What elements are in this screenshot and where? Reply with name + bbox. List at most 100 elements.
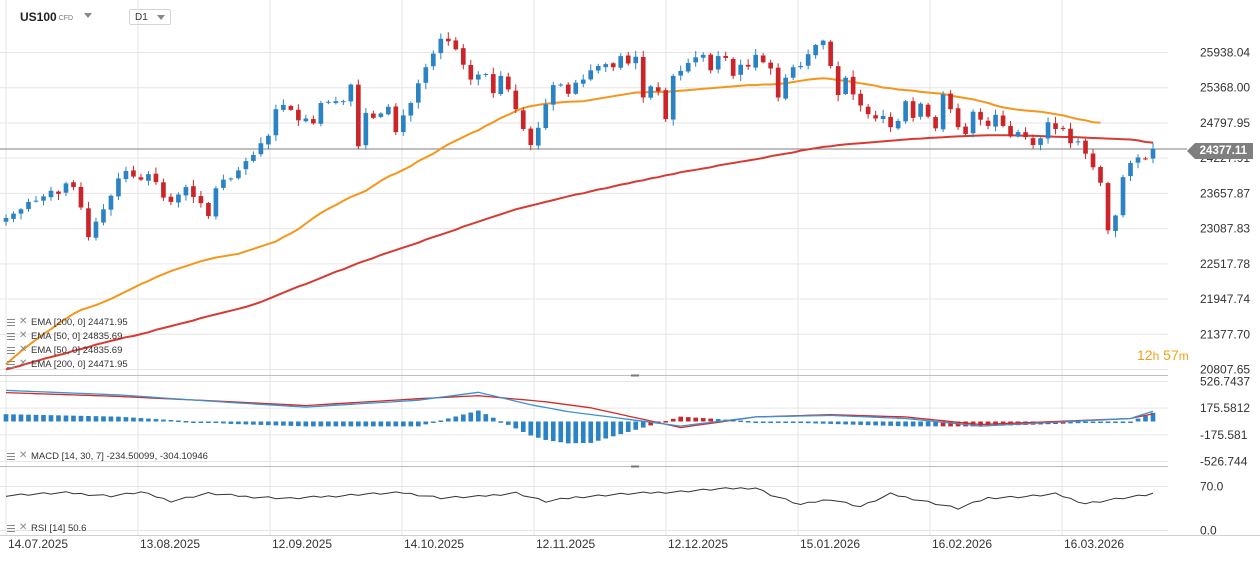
macd-histogram-bar — [468, 412, 474, 422]
candle-down — [1053, 123, 1058, 129]
timeframe-select[interactable]: D1 — [129, 9, 171, 25]
macd-histogram-bar — [153, 419, 159, 422]
candle-up — [618, 56, 624, 68]
close-icon[interactable]: ✕ — [19, 316, 28, 327]
macd-histogram-bar — [138, 418, 144, 422]
candle-up — [1015, 132, 1021, 137]
macd-histogram-bar — [41, 415, 46, 422]
candle-up — [588, 70, 594, 80]
settings-icon[interactable] — [6, 452, 17, 461]
candle-up — [251, 154, 256, 161]
macd-histogram-bar — [1113, 421, 1118, 423]
macd-histogram-bar — [595, 421, 601, 441]
macd-histogram-bar — [266, 421, 271, 426]
candle-up — [550, 85, 556, 105]
settings-icon[interactable] — [6, 318, 17, 327]
grid-lines — [0, 0, 1260, 536]
candle-down — [393, 106, 399, 133]
candle-down — [933, 117, 938, 129]
macd-histogram-bar — [273, 421, 279, 426]
settings-icon[interactable] — [6, 346, 17, 355]
candle-down — [768, 62, 773, 69]
candle-down — [985, 120, 991, 126]
macd-panel — [3, 389, 1156, 444]
macd-histogram-bar — [835, 421, 841, 425]
macd-histogram-bar — [888, 421, 893, 426]
candle-up — [303, 118, 309, 122]
candle-down — [198, 196, 204, 204]
close-icon[interactable]: ✕ — [19, 450, 28, 461]
candle-down — [910, 101, 916, 118]
macd-histogram-bar — [910, 421, 916, 427]
macd-histogram-bar — [1090, 421, 1096, 423]
macd-histogram-bar — [918, 421, 923, 427]
candle-down — [745, 64, 751, 67]
price-tick-label: 20807.65 — [1200, 363, 1250, 377]
candle-up — [363, 112, 369, 146]
close-icon[interactable]: ✕ — [19, 344, 28, 355]
macd-histogram-bar — [648, 421, 654, 426]
macd-tick-label: -526.744 — [1200, 455, 1248, 469]
candle-down — [828, 41, 833, 66]
legend-rsi: ✕ RSI [14] 50.6 — [6, 522, 86, 534]
candle-up — [378, 113, 384, 117]
macd-histogram-bar — [86, 415, 91, 422]
candle-up — [401, 115, 406, 132]
macd-histogram-bar — [940, 421, 946, 427]
date-tick-label: 12.12.2025 — [668, 537, 728, 551]
legend-ema200-b: ✕ EMA [200, 0] 24471.95 — [6, 358, 128, 370]
price-tick-label: 23087.83 — [1200, 222, 1250, 236]
candle-up — [213, 188, 219, 217]
chevron-down-icon[interactable] — [84, 13, 92, 18]
settings-icon[interactable] — [6, 524, 17, 533]
candle-up — [648, 86, 654, 98]
candle-up — [430, 53, 436, 67]
close-icon[interactable]: ✕ — [19, 522, 28, 533]
candle-up — [26, 201, 31, 210]
macd-histogram-bar — [198, 421, 204, 423]
macd-histogram-bar — [423, 421, 429, 425]
macd-histogram-bar — [543, 421, 549, 440]
macd-histogram-bar — [783, 421, 788, 423]
candle-down — [865, 106, 871, 115]
macd-histogram-bar — [430, 421, 436, 423]
candle-up — [423, 67, 429, 83]
date-tick-label: 13.08.2025 — [140, 537, 200, 551]
candle-up — [281, 104, 286, 110]
candle-up — [273, 109, 279, 136]
candle-up — [333, 101, 339, 104]
candle-up — [580, 79, 586, 84]
candle-up — [940, 94, 946, 130]
macd-histogram-bar — [483, 414, 489, 422]
symbol-selector[interactable]: US100 CFD — [20, 10, 73, 24]
candle-up — [318, 103, 324, 124]
candle-down — [161, 182, 166, 198]
macd-histogram-bar — [805, 421, 811, 424]
macd-histogram-bar — [535, 421, 541, 438]
close-icon[interactable]: ✕ — [19, 358, 28, 369]
candle-up — [970, 111, 976, 134]
candle-up — [266, 135, 271, 145]
settings-icon[interactable] — [6, 332, 17, 341]
candle-up — [236, 170, 241, 179]
candle-down — [760, 55, 766, 63]
candle-up — [1120, 177, 1126, 216]
settings-icon[interactable] — [6, 360, 17, 369]
candle-down — [191, 186, 196, 197]
candle-up — [3, 217, 9, 222]
macd-histogram-bar — [460, 414, 466, 422]
macd-histogram-bar — [131, 417, 136, 422]
macd-histogram-bar — [580, 421, 586, 444]
candle-up — [535, 127, 541, 146]
candle-up — [1113, 215, 1118, 231]
macd-histogram-bar — [903, 421, 908, 427]
candle-up — [678, 70, 684, 76]
macd-histogram-bar — [948, 421, 953, 427]
candle-up — [1128, 162, 1133, 177]
macd-histogram-bar — [1068, 421, 1073, 424]
macd-histogram-bar — [341, 421, 346, 427]
macd-histogram-bar — [475, 410, 481, 422]
close-icon[interactable]: ✕ — [19, 330, 28, 341]
rsi-line — [5, 487, 1154, 510]
